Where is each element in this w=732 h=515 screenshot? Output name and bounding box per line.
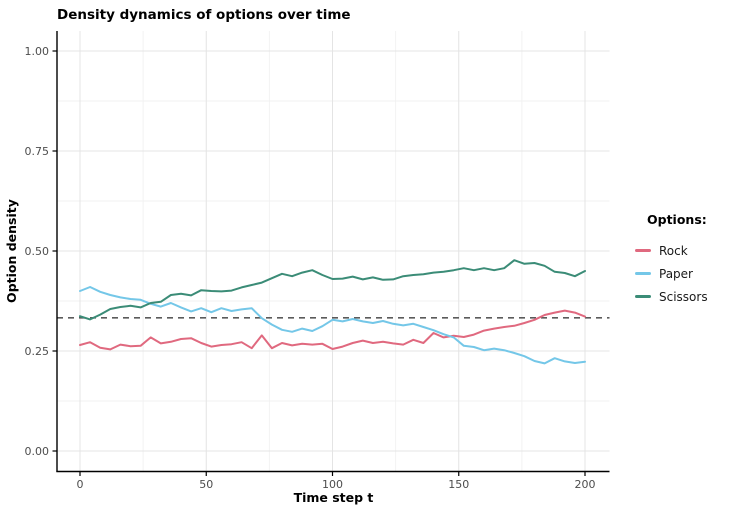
rock-line-swatch (635, 249, 651, 252)
series-line-rock (79, 309, 586, 351)
y-tick-label: 0.75 (25, 145, 50, 158)
chart-title: Density dynamics of options over time (57, 7, 351, 23)
x-tick-label: 150 (448, 478, 469, 491)
legend-label-rock: Rock (659, 243, 688, 258)
scissors-line-swatch (635, 295, 651, 298)
legend-title: Options: (647, 212, 707, 227)
legend-item-scissors: Scissors (633, 285, 732, 308)
series-line-scissors (79, 259, 586, 321)
legend-item-paper: Paper (633, 262, 732, 285)
legend-item-rock: Rock (633, 239, 732, 262)
legend-label-paper: Paper (659, 266, 693, 281)
x-tick-label: 50 (199, 478, 213, 491)
y-tick-label: 0.25 (25, 345, 50, 358)
y-tick-label: 0.00 (25, 445, 50, 458)
y-tick-label: 1.00 (25, 45, 50, 58)
paper-line-swatch (635, 272, 651, 275)
x-axis-title: Time step t (293, 490, 374, 505)
x-tick-label: 200 (575, 478, 596, 491)
legend: Options: Rock Paper Scissors (633, 212, 732, 308)
x-tick-label: 0 (77, 478, 84, 491)
y-tick-label: 0.50 (25, 245, 50, 258)
x-tick-label: 100 (322, 478, 343, 491)
series-line-paper (79, 286, 586, 365)
legend-label-scissors: Scissors (659, 289, 708, 304)
